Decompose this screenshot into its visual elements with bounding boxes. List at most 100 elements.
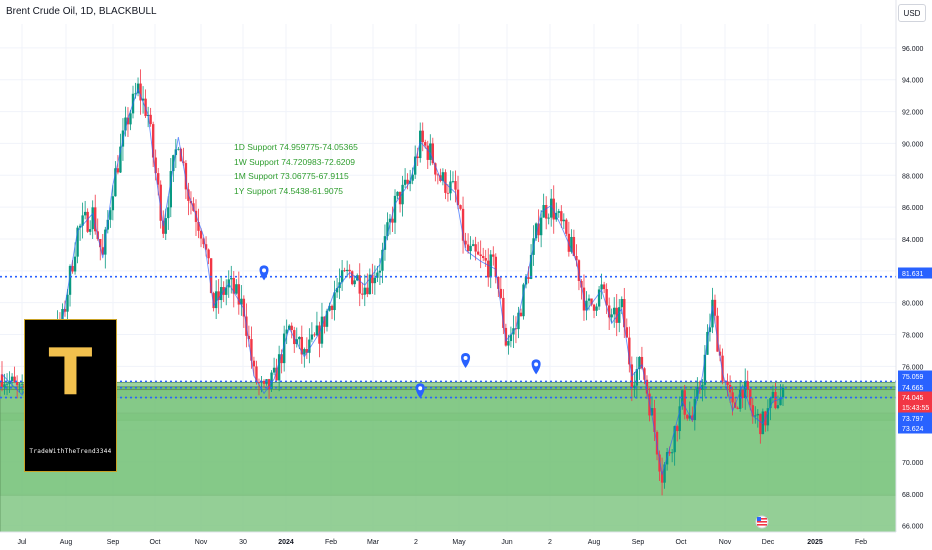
candle-body [754, 415, 757, 417]
x-tick-label: Nov [195, 539, 208, 546]
candle-body [20, 384, 24, 386]
candle-body [116, 168, 120, 173]
candle-body [741, 389, 744, 399]
candle-body [552, 198, 555, 220]
candle-body [330, 305, 334, 311]
y-tick-label: 76.000 [902, 364, 924, 371]
candle-body [713, 299, 717, 316]
candle-body [3, 384, 6, 388]
currency-button[interactable]: USD [898, 4, 926, 22]
x-tick-label: Aug [588, 539, 601, 546]
candle-body [202, 238, 205, 245]
candle-body [620, 299, 623, 308]
candle-body [10, 376, 14, 382]
candle-body [388, 218, 392, 223]
x-tick-label: Feb [325, 539, 337, 546]
candle-body [560, 211, 563, 222]
candle-body [232, 278, 235, 294]
candle-body [356, 275, 359, 281]
candle-body [691, 415, 694, 421]
price-label-bg [898, 401, 932, 413]
candle-body [310, 334, 314, 340]
candle-body [602, 284, 606, 290]
candle-body [184, 163, 188, 190]
candle-body [169, 171, 172, 208]
candle-body [366, 287, 369, 295]
price-label-bg [898, 412, 932, 424]
candle-body [744, 381, 747, 399]
us-flag-icon [755, 515, 769, 529]
candle-body [308, 339, 311, 353]
candle-body [459, 205, 462, 209]
logo-letter: T [48, 336, 93, 410]
candle-body [517, 312, 520, 330]
candle-body [534, 223, 538, 239]
candle-body [738, 389, 742, 409]
y-tick-label: 84.000 [902, 237, 924, 244]
candle-body [776, 405, 780, 409]
candle-body [494, 256, 497, 277]
price-label: 73.624 [902, 426, 924, 433]
candle-body [726, 381, 729, 385]
candle-body [759, 413, 762, 435]
candle-body [489, 254, 492, 278]
candle-body [436, 174, 440, 176]
x-tick-label: Dec [762, 539, 775, 546]
candle-body [99, 239, 102, 248]
marker-pin-2 [461, 353, 471, 369]
candle-body [716, 315, 719, 352]
candle-body [101, 247, 104, 255]
candle-body [154, 157, 157, 174]
candle-body [497, 276, 500, 289]
marker-pin-dot [534, 362, 539, 367]
candle-body [18, 384, 21, 386]
annotation-1m-support: 1M Support 73.06775-67.9115 [234, 171, 349, 181]
candle-body [736, 407, 739, 409]
candle-body [444, 172, 447, 193]
annotation-1w-support: 1W Support 74.720983-72.6209 [234, 157, 355, 167]
price-label-bg [898, 370, 932, 382]
x-tick-label: Aug [60, 539, 73, 546]
candle-body [479, 254, 482, 257]
flag-canton [757, 517, 761, 521]
candle-body [5, 383, 9, 385]
candle-body [13, 376, 16, 382]
candle-body [592, 304, 596, 311]
y-tick-label: 78.000 [902, 333, 924, 340]
candle-body [86, 211, 89, 232]
candle-body [177, 148, 180, 150]
candle-body [403, 179, 407, 185]
candle-body [769, 398, 772, 409]
x-tick-label: 30 [239, 539, 247, 546]
candle-body [419, 130, 422, 159]
candle-body [522, 284, 525, 317]
candle-body [431, 143, 435, 164]
candle-body [350, 271, 354, 285]
candle-body [681, 390, 684, 407]
candle-body [361, 293, 364, 295]
candle-body [625, 327, 628, 338]
candle-body [272, 367, 276, 373]
candle-body [320, 316, 324, 344]
candle-body [504, 327, 508, 346]
price-label: 74.665 [902, 385, 924, 392]
channel-logo: T TradeWithTheTrend3344 [24, 319, 117, 472]
marker-pin-dot [418, 386, 423, 391]
candle-body [333, 292, 336, 311]
x-tick-label: Oct [676, 539, 687, 546]
candle-body [708, 327, 712, 332]
candle-body [381, 249, 384, 271]
candle-body [456, 189, 460, 206]
price-label-bg [898, 267, 932, 279]
candle-body [393, 195, 397, 223]
candle-body [358, 275, 361, 294]
candle-body [141, 98, 145, 101]
candle-body [277, 354, 281, 381]
marker-pin-3 [531, 359, 541, 375]
candle-body [595, 306, 598, 311]
candle-body [88, 229, 92, 232]
candle-body [607, 305, 611, 318]
candle-body [373, 277, 377, 284]
